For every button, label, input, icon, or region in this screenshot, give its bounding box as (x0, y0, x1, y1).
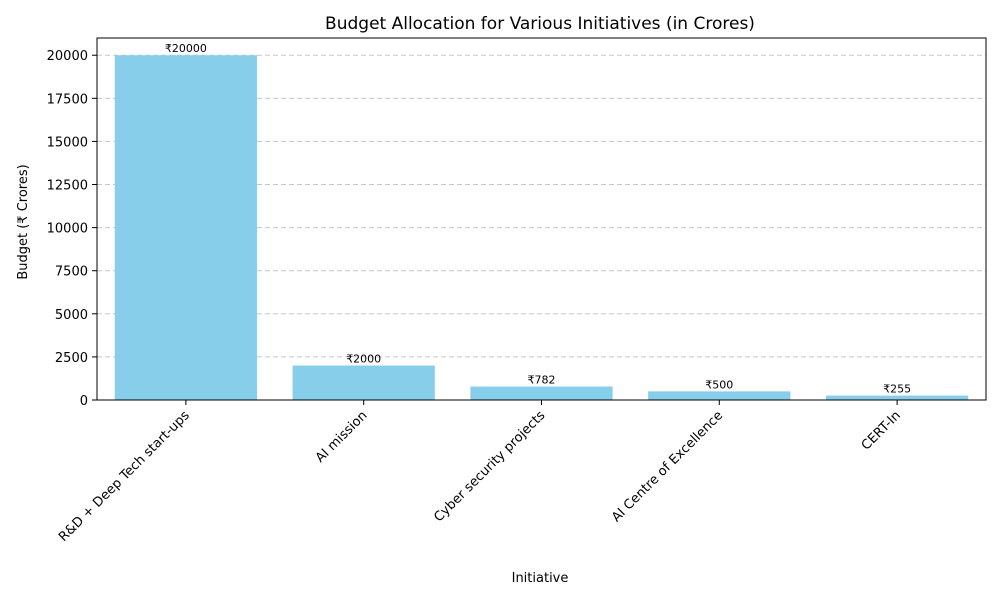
bar (470, 386, 613, 400)
y-tick-label: 5000 (55, 308, 88, 323)
bar (825, 395, 969, 400)
data-labels: ₹20000 ₹2000 ₹782 ₹500 ₹255 (165, 42, 911, 395)
y-tick-label: 20000 (47, 49, 88, 64)
x-axis-ticks: R&D + Deep Tech start-ups AI mission Cyber… (56, 400, 904, 545)
x-axis-label: Initiative (512, 571, 569, 586)
y-tick-label: 17500 (47, 92, 88, 107)
bar-value-label: ₹782 (528, 374, 556, 387)
bar-value-label: ₹255 (883, 383, 911, 396)
x-tick-label: AI Centre of Excellence (609, 408, 726, 525)
y-tick-label: 15000 (47, 135, 88, 150)
y-axis-label: Budget (₹ Crores) (16, 164, 31, 279)
bars (114, 55, 969, 400)
bar (114, 55, 258, 400)
y-tick-label: 2500 (55, 351, 88, 366)
x-tick-label: R&D + Deep Tech start-ups (56, 408, 193, 545)
bar (648, 391, 791, 400)
chart-title: Budget Allocation for Various Initiative… (325, 14, 755, 34)
x-tick-label: Cyber security projects (431, 408, 548, 525)
y-axis-ticks: 0 2500 5000 7500 10000 12500 15000 17500 20000 (47, 49, 97, 409)
y-tick-label: 0 (80, 394, 88, 409)
bar-value-label: ₹2000 (346, 353, 381, 366)
y-tick-label: 10000 (47, 222, 88, 237)
bar (292, 365, 435, 400)
x-tick-label: CERT-In (859, 408, 904, 453)
bar-value-label: ₹20000 (165, 42, 207, 55)
y-tick-label: 7500 (55, 265, 88, 280)
x-tick-label: AI mission (313, 408, 371, 466)
bar-value-label: ₹500 (705, 378, 733, 391)
y-tick-label: 12500 (47, 179, 88, 194)
